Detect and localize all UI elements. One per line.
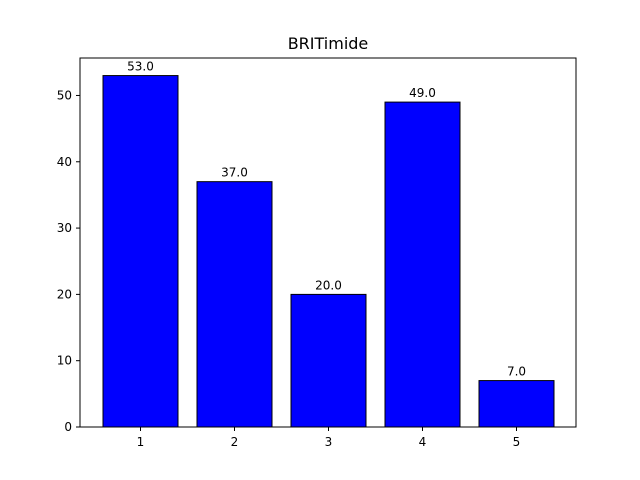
bar-4 — [384, 101, 461, 428]
y-tick-label: 20 — [57, 287, 72, 301]
x-tick-label: 4 — [419, 435, 427, 449]
data-labels-layer: 53.0 37.0 20.0 49.0 7.0 — [127, 60, 526, 379]
data-label-2: 37.0 — [221, 166, 248, 180]
data-label-1: 53.0 — [127, 60, 154, 74]
bar-1 — [102, 75, 179, 428]
y-tick-label: 50 — [57, 88, 72, 102]
y-tick-label: 30 — [57, 221, 72, 235]
x-tick-label: 1 — [137, 435, 145, 449]
y-tick-label: 40 — [57, 155, 72, 169]
x-tick-label: 5 — [513, 435, 521, 449]
data-label-4: 49.0 — [409, 86, 436, 100]
x-tick-label: 3 — [325, 435, 333, 449]
x-tick-label: 2 — [231, 435, 239, 449]
plot-frame — [79, 57, 577, 428]
y-tick-label: 0 — [64, 420, 72, 434]
chart-title: BRITimide — [288, 34, 369, 53]
bar-2 — [196, 181, 273, 428]
data-label-5: 7.0 — [507, 365, 526, 379]
y-tick-label: 10 — [57, 354, 72, 368]
y-axis-ticks: 0 10 20 30 40 50 — [57, 88, 80, 434]
x-axis-ticks: 1 2 3 4 5 — [137, 427, 521, 449]
bars-layer — [102, 75, 555, 428]
data-label-3: 20.0 — [315, 278, 342, 292]
bar-5 — [478, 380, 555, 428]
bar-3 — [290, 293, 367, 428]
